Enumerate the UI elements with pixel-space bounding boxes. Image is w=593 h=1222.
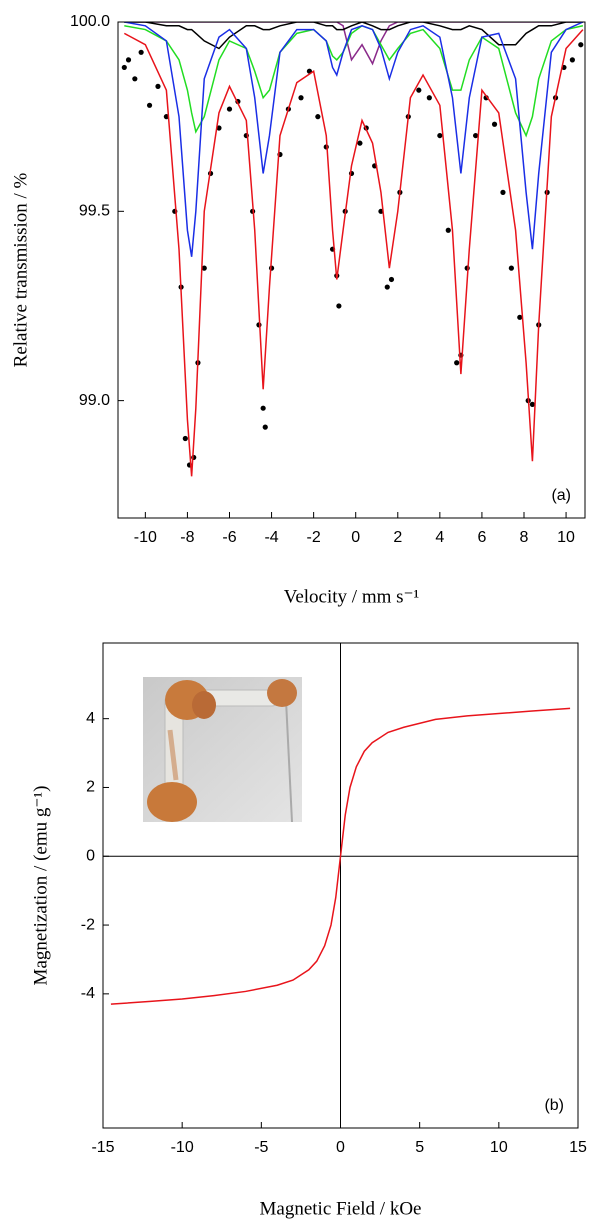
data-point [182, 435, 188, 442]
data-point [508, 265, 514, 271]
series-line [124, 24, 584, 138]
y-tick-label: -4 [81, 985, 95, 1002]
data-point [298, 95, 304, 101]
series-line [124, 22, 583, 50]
y-tick-label: 2 [86, 779, 95, 796]
x-tick-label: -10 [134, 529, 157, 546]
inset-photo [143, 677, 302, 823]
x-tick-label: -4 [264, 529, 278, 546]
x-tick-label: 8 [520, 529, 529, 546]
data-point [384, 284, 390, 290]
x-axis-title: Velocity / mm s⁻¹ [284, 586, 420, 607]
data-point [125, 57, 132, 63]
data-point [437, 132, 443, 139]
data-point [569, 57, 575, 63]
data-point [216, 125, 222, 131]
y-tick-label: 0 [86, 847, 95, 864]
annotation: (a) [551, 487, 571, 504]
data-point [491, 121, 498, 127]
data-point [454, 360, 460, 366]
plot-frame [117, 21, 586, 519]
x-tick-label: -2 [307, 529, 321, 546]
data-point [500, 189, 506, 195]
data-point [260, 405, 266, 411]
x-tick-label: 0 [351, 529, 360, 546]
y-tick-label: -2 [81, 916, 95, 933]
data-point [191, 454, 197, 461]
series-line [110, 707, 571, 1005]
y-axis-title: Relative transmission / % [10, 172, 31, 367]
data-point [226, 106, 233, 112]
x-tick-label: 10 [490, 1139, 508, 1156]
data-point [155, 83, 161, 89]
x-tick-label: -6 [222, 529, 236, 546]
x-tick-label: -10 [171, 1139, 194, 1156]
data-point [578, 42, 584, 48]
x-tick-label: 0 [336, 1139, 345, 1156]
data-point [121, 64, 127, 71]
data-point [315, 114, 321, 120]
data-point [262, 424, 268, 430]
y-tick-label: 99.5 [79, 203, 110, 220]
annotation: (b) [544, 1097, 564, 1114]
data-point [426, 95, 432, 101]
x-tick-label: 4 [435, 529, 444, 546]
x-axis-title: Magnetic Field / kOe [260, 1198, 422, 1219]
y-tick-label: 99.0 [79, 392, 110, 409]
data-point [201, 265, 207, 271]
data-point [529, 401, 536, 408]
data-point [388, 276, 395, 283]
x-tick-label: 5 [415, 1139, 424, 1156]
plot-frame [102, 642, 579, 1129]
y-tick-label: 100.0 [70, 13, 110, 30]
plot-area [121, 22, 584, 477]
data-point [146, 102, 153, 108]
data-point [416, 87, 422, 93]
data-point [336, 303, 342, 309]
x-tick-label: 2 [393, 529, 402, 546]
x-tick-label: -15 [91, 1139, 114, 1156]
x-tick-label: -8 [180, 529, 194, 546]
data-point [132, 76, 138, 82]
data-point [138, 49, 144, 55]
series-line [124, 22, 584, 257]
x-tick-label: 10 [557, 529, 575, 546]
x-tick-label: 6 [477, 529, 486, 546]
x-tick-label: -5 [254, 1139, 268, 1156]
data-point [473, 132, 479, 139]
data-point [357, 140, 363, 146]
plot-area [110, 707, 571, 1005]
series-line [123, 29, 584, 477]
y-axis-title: Magnetization / (emu g⁻¹) [30, 786, 51, 986]
y-tick-label: 4 [86, 710, 95, 727]
data-point [517, 314, 523, 320]
data-point [445, 227, 451, 233]
x-tick-label: 15 [569, 1139, 587, 1156]
